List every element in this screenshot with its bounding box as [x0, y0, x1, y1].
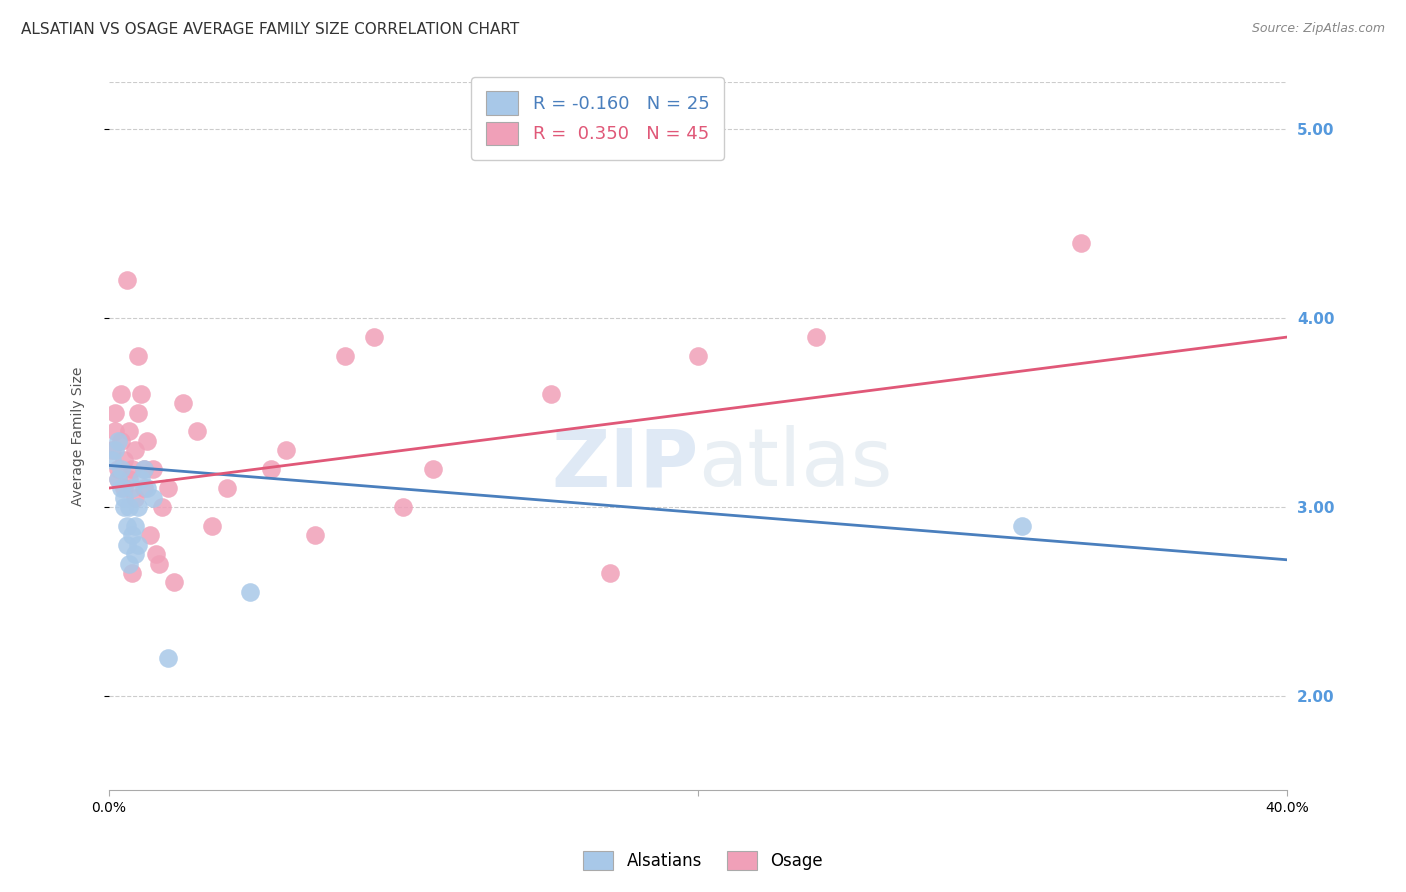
Point [115, 538, 138, 552]
Point [142, 462, 165, 476]
Point [136, 481, 159, 495]
Point [156, 651, 179, 665]
Point [1070, 235, 1092, 250]
Point [118, 472, 141, 486]
Point [127, 405, 149, 419]
Point [118, 557, 141, 571]
Point [110, 434, 132, 448]
Point [134, 481, 156, 495]
Point [118, 425, 141, 439]
Point [156, 481, 179, 495]
Text: ALSATIAN VS OSAGE AVERAGE FAMILY SIZE CORRELATION CHART: ALSATIAN VS OSAGE AVERAGE FAMILY SIZE CO… [21, 22, 519, 37]
Point [121, 566, 143, 580]
Point [134, 462, 156, 476]
Point [139, 528, 162, 542]
Point [107, 434, 129, 448]
Point [104, 405, 127, 419]
Point [804, 330, 827, 344]
Point [215, 481, 238, 495]
Point [148, 557, 170, 571]
Point [112, 452, 135, 467]
Point [1011, 518, 1033, 533]
Point [127, 538, 149, 552]
Point [145, 547, 167, 561]
Point [172, 396, 194, 410]
Point [110, 481, 132, 495]
Point [101, 443, 124, 458]
Point [333, 349, 356, 363]
Point [110, 386, 132, 401]
Point [304, 528, 326, 542]
Point [127, 349, 149, 363]
Text: atlas: atlas [699, 425, 893, 503]
Point [112, 491, 135, 505]
Point [688, 349, 710, 363]
Point [540, 386, 562, 401]
Point [124, 491, 146, 505]
Point [115, 273, 138, 287]
Point [363, 330, 385, 344]
Point [134, 462, 156, 476]
Y-axis label: Average Family Size: Average Family Size [72, 367, 86, 506]
Point [129, 472, 152, 486]
Point [142, 491, 165, 505]
Point [115, 518, 138, 533]
Point [118, 500, 141, 514]
Point [121, 462, 143, 476]
Point [260, 462, 283, 476]
Point [136, 434, 159, 448]
Point [599, 566, 621, 580]
Point [124, 443, 146, 458]
Point [124, 518, 146, 533]
Point [127, 500, 149, 514]
Point [121, 481, 143, 495]
Text: Source: ZipAtlas.com: Source: ZipAtlas.com [1251, 22, 1385, 36]
Point [107, 472, 129, 486]
Point [110, 462, 132, 476]
Point [124, 547, 146, 561]
Point [104, 425, 127, 439]
Point [121, 528, 143, 542]
Point [186, 425, 208, 439]
Point [239, 585, 262, 599]
Point [150, 500, 173, 514]
Point [101, 452, 124, 467]
Point [104, 443, 127, 458]
Point [201, 518, 224, 533]
Point [422, 462, 444, 476]
Text: ZIP: ZIP [551, 425, 699, 503]
Point [112, 500, 135, 514]
Point [107, 472, 129, 486]
Legend: Alsatians, Osage: Alsatians, Osage [576, 844, 830, 877]
Point [392, 500, 415, 514]
Point [163, 575, 186, 590]
Point [107, 462, 129, 476]
Point [129, 386, 152, 401]
Point [274, 443, 297, 458]
Point [112, 481, 135, 495]
Legend: R = -0.160   N = 25, R =  0.350   N = 45: R = -0.160 N = 25, R = 0.350 N = 45 [471, 77, 724, 160]
